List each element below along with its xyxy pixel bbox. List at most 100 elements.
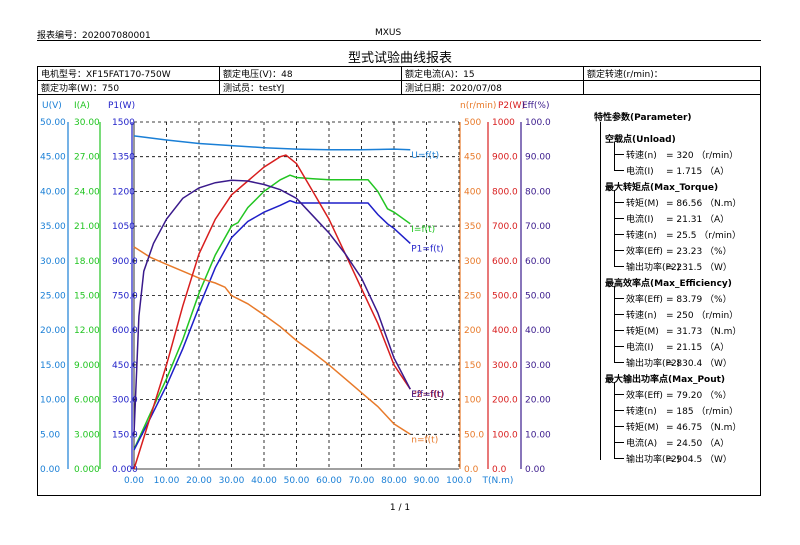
tree-branch (614, 266, 624, 267)
tree-root (600, 122, 601, 460)
right-tick-label: 0.0 (492, 465, 507, 475)
parameter-value: = 1.715 （A） (666, 167, 730, 177)
left-axis-label: I(A) (74, 101, 90, 111)
left-tick-label: 600.0 (112, 326, 138, 336)
x-tick-label: 30.00 (219, 476, 245, 486)
left-axis-label: U(V) (42, 101, 62, 111)
left-tick-label: 0.00 (40, 465, 60, 475)
tree-branch (614, 458, 624, 459)
left-tick-label: 1200 (112, 187, 135, 197)
parameter-label: 电流(I) (626, 343, 654, 353)
parameter-value: = 21.15 （A） (666, 343, 730, 353)
parameter-value: = 83.79 （%） (666, 295, 732, 305)
tree-branch (614, 394, 624, 395)
right-tick-label: 0.00 (525, 465, 545, 475)
parameter-label: 电流(I) (626, 215, 654, 225)
tree-branch (614, 330, 624, 331)
left-tick-label: 6.000 (74, 396, 100, 406)
x-tick-label: 100.0 (446, 476, 472, 486)
left-tick-label: 10.00 (40, 396, 66, 406)
tree-trunk (614, 286, 615, 362)
parameter-group-title: 最大输出功率点(Max_Pout) (605, 375, 726, 385)
parameter-group-title: 最大转矩点(Max_Torque) (605, 183, 719, 193)
left-tick-label: 27.00 (74, 153, 100, 163)
x-tick-label: 40.00 (251, 476, 277, 486)
parameter-value: = 79.20 （%） (666, 391, 732, 401)
left-tick-label: 15.00 (74, 292, 100, 302)
info-cell: 测试员：testYJ (219, 80, 402, 95)
right-tick-label: 50.00 (525, 292, 551, 302)
parameter-label: 效率(Eff) (626, 247, 663, 257)
series-label: I=f(t) (411, 225, 435, 235)
right-tick-label: 100.0 (492, 430, 518, 440)
right-tick-label: 30.00 (525, 361, 551, 371)
x-tick-label: 10.00 (154, 476, 180, 486)
tree-branch (614, 202, 624, 203)
x-axis-label: T(N.m) (482, 476, 514, 486)
parameter-value: = 86.56 （N.m） (666, 199, 742, 209)
left-tick-label: 24.00 (74, 187, 100, 197)
parameter-label: 转速(n) (626, 231, 657, 241)
left-tick-label: 1500 (112, 118, 135, 128)
right-tick-label: 150 (464, 361, 481, 371)
x-tick-label: 0.00 (124, 476, 144, 486)
info-cell: 额定电压(V)：48 (219, 66, 402, 81)
chart-frame: 0.00 10.00 20.00 30.00 40.00 50.00 60.00 70.00 8… (37, 94, 761, 496)
right-tick-label: 20.00 (525, 396, 551, 406)
info-row: 额定功率(W)：750 测试员：testYJ 测试日期：2020/07/08 (37, 80, 761, 95)
info-cell: 电机型号：XF15FAT170-750W (37, 66, 220, 81)
parameter-label: 输出功率(P2) (626, 263, 681, 273)
tree-trunk (614, 142, 615, 170)
parameter-group-title: 空载点(Unload) (605, 135, 676, 145)
right-tick-label: 300 (464, 257, 481, 267)
left-tick-label: 450.0 (112, 361, 138, 371)
left-tick-label: 1350 (112, 153, 135, 163)
parameter-label: 转速(n) (626, 407, 657, 417)
right-tick-label: 100 (464, 396, 481, 406)
right-axis-label: n(r/min) (460, 101, 496, 111)
left-tick-label: 35.00 (40, 222, 66, 232)
parameter-value: = 830.4 （W） (666, 359, 732, 369)
right-tick-label: 900.0 (492, 153, 518, 163)
page-number: 1 / 1 (389, 503, 411, 513)
series-line (133, 179, 411, 435)
right-tick-label: 500 (464, 118, 481, 128)
series-line (133, 246, 411, 435)
left-tick-label: 300.0 (112, 396, 138, 406)
tree-trunk (614, 382, 615, 458)
right-tick-label: 100.0 (525, 118, 551, 128)
x-tick-label: 60.00 (316, 476, 342, 486)
parameter-value: = 46.75 （N.m） (666, 423, 742, 433)
info-row: 电机型号：XF15FAT170-750W 额定电压(V)：48 额定电流(A)：… (37, 66, 761, 81)
tree-branch (614, 442, 624, 443)
left-tick-label: 150.0 (112, 430, 138, 440)
series-label: n=f(t) (411, 435, 438, 445)
parameter-label: 输出功率(P2) (626, 455, 681, 465)
info-cell: 额定功率(W)：750 (37, 80, 220, 95)
left-tick-label: 9.000 (74, 361, 100, 371)
parameter-label: 效率(Eff) (626, 295, 663, 305)
left-tick-label: 750.0 (112, 292, 138, 302)
parameter-value: = 25.5 （r/min） (666, 231, 742, 241)
left-tick-label: 40.00 (40, 187, 66, 197)
parameter-label: 电流(I) (626, 167, 654, 177)
parameter-value: = 250 （r/min） (666, 311, 739, 321)
series-label: Eff=f(t) (411, 390, 444, 400)
series-label: U=f(t) (411, 151, 439, 161)
series-line (133, 135, 411, 151)
tree-branch (614, 346, 624, 347)
info-cell: 测试日期：2020/07/08 (401, 80, 584, 95)
x-tick-label: 90.00 (414, 476, 440, 486)
left-axis-label: P1(W) (108, 101, 135, 111)
left-tick-label: 25.00 (40, 292, 66, 302)
right-tick-label: 70.00 (525, 222, 551, 232)
info-cell: 额定转速(r/min)： (583, 66, 761, 81)
parameter-label: 转速(n) (626, 151, 657, 161)
series-line (133, 154, 411, 470)
right-tick-label: 350 (464, 222, 481, 232)
motor-info-table: 电机型号：XF15FAT170-750W 额定电压(V)：48 额定电流(A)：… (37, 66, 761, 95)
tree-branch (614, 250, 624, 251)
tree-branch (614, 410, 624, 411)
left-tick-label: 0.000 (112, 465, 138, 475)
parameter-value: = 21.31 （A） (666, 215, 730, 225)
